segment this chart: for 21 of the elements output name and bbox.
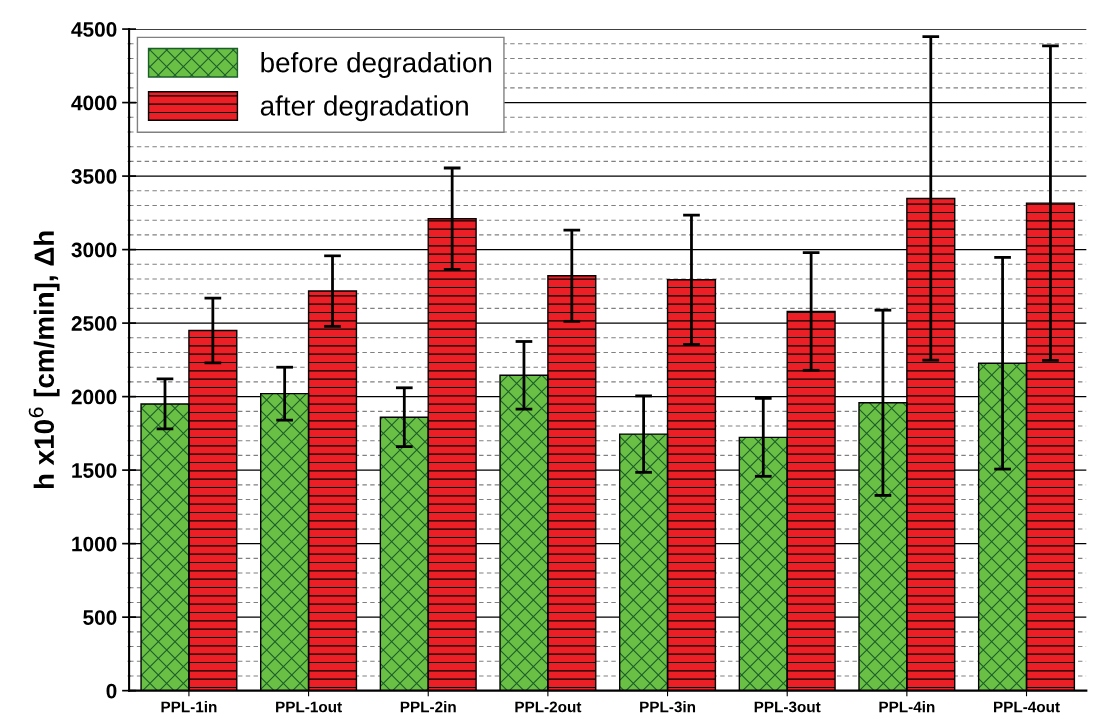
x-tick-label: PPL-1in	[161, 701, 217, 713]
y-tick-label: 2000	[71, 389, 117, 405]
x-tick-label: PPL-1out	[276, 701, 342, 713]
x-tick-label: PPL-2in	[400, 701, 456, 713]
y-tick-label: 3500	[71, 169, 117, 184]
y-tick-label: 500	[83, 610, 117, 625]
x-tick-label: PPL-3in	[640, 701, 696, 713]
y-tick-label: 2500	[71, 316, 117, 331]
legend-label: before degradation	[261, 52, 492, 78]
y-axis-title: h x10$^{6}$ [cm/min], Δh	[28, 231, 60, 489]
y-tick-label: 1000	[72, 536, 117, 552]
x-tick-label: PPL-4in	[879, 701, 935, 713]
y-tick-label: 1500	[72, 463, 117, 478]
y-tick-label: 4000	[71, 95, 117, 111]
legend-label: after degradation	[260, 95, 468, 122]
y-tick-label: 0	[106, 683, 117, 699]
y-tick-label: 3000	[71, 242, 117, 258]
y-tick-label: 4500	[71, 22, 117, 37]
x-tick-label: PPL-3out	[754, 701, 821, 713]
x-tick-label: PPL-2out	[515, 701, 582, 713]
x-tick-label: PPL-4out	[994, 701, 1060, 713]
